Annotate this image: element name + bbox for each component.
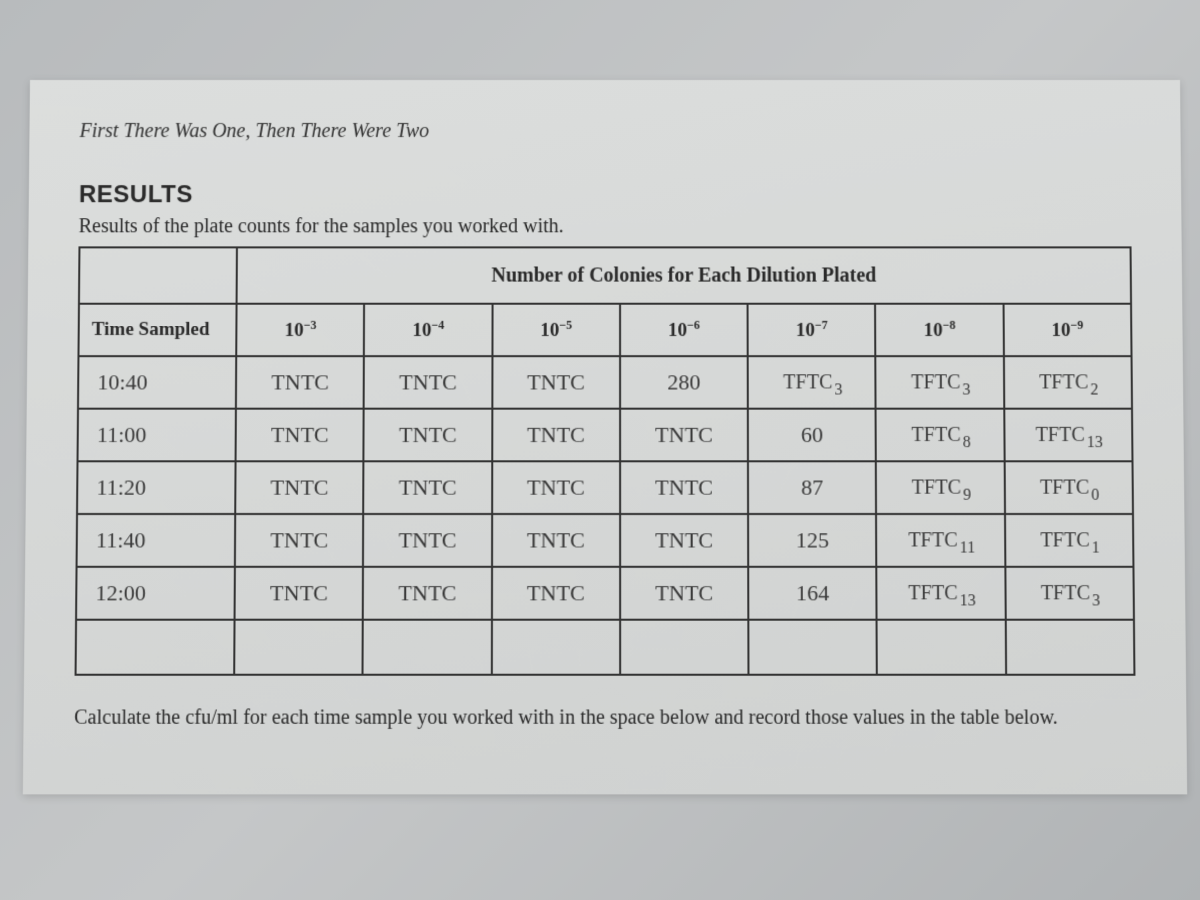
cell: TNTC: [492, 356, 620, 409]
cell: TNTC: [363, 567, 492, 620]
cell: 280: [620, 356, 748, 409]
cell: TNTC: [620, 567, 748, 620]
spanner-header: Number of Colonies for Each Dilution Pla…: [237, 247, 1131, 303]
dilution-header-3: 10−6: [620, 304, 748, 356]
cell: 125: [748, 514, 876, 567]
cell: 164: [748, 567, 877, 620]
empty-row: [76, 620, 1135, 675]
cell: TNTC: [492, 461, 620, 514]
data-row-3: 11:40 TNTC TNTC TNTC TNTC 125 TFTC11 TFT…: [77, 514, 1134, 567]
time-cell: 12:00: [76, 567, 235, 620]
cell: 60: [748, 409, 876, 462]
cell: TNTC: [620, 409, 748, 462]
column-header-row: Time Sampled 10−3 10−4 10−5 10−6 10−7 10…: [78, 304, 1131, 356]
cell: TNTC: [235, 567, 364, 620]
cell: TFTC8: [876, 409, 1004, 462]
cell: TFTC3: [748, 356, 876, 409]
dilution-header-0: 10−3: [236, 304, 364, 356]
cell: TNTC: [364, 356, 492, 409]
time-cell: 11:00: [78, 409, 237, 462]
worksheet-page: First There Was One, Then There Were Two…: [23, 80, 1187, 794]
cell: TNTC: [364, 409, 492, 462]
cell: TFTC13: [1004, 409, 1133, 462]
cell: TNTC: [236, 356, 364, 409]
cell: TNTC: [620, 514, 748, 567]
spanner-row: Number of Colonies for Each Dilution Pla…: [79, 247, 1131, 303]
running-head: First There Was One, Then There Were Two: [79, 120, 1130, 143]
cell: TFTC1: [1005, 514, 1134, 567]
cell: TFTC3: [876, 356, 1004, 409]
cell: TNTC: [492, 409, 620, 462]
cell: TNTC: [492, 567, 620, 620]
cell: TNTC: [492, 514, 620, 567]
dilution-header-5: 10−8: [875, 304, 1003, 356]
data-row-4: 12:00 TNTC TNTC TNTC TNTC 164 TFTC13 TFT…: [76, 567, 1134, 620]
cell: TNTC: [364, 461, 492, 514]
time-cell: 10:40: [78, 356, 236, 409]
data-row-0: 10:40 TNTC TNTC TNTC 280 TFTC3 TFTC3 TFT…: [78, 356, 1132, 409]
table-body: 10:40 TNTC TNTC TNTC 280 TFTC3 TFTC3 TFT…: [76, 356, 1135, 675]
cell: TFTC13: [877, 567, 1006, 620]
cell: TFTC2: [1004, 356, 1132, 409]
cell: TNTC: [363, 514, 491, 567]
time-cell: 11:20: [77, 461, 236, 514]
cell: TFTC11: [876, 514, 1005, 567]
dilution-header-2: 10−5: [492, 304, 620, 356]
dilution-header-6: 10−9: [1003, 304, 1131, 356]
data-row-1: 11:00 TNTC TNTC TNTC TNTC 60 TFTC8 TFTC1…: [78, 409, 1133, 462]
cell: TNTC: [236, 409, 364, 462]
dilution-header-4: 10−7: [748, 304, 876, 356]
cell: TNTC: [620, 461, 748, 514]
cell: TFTC3: [1005, 567, 1134, 620]
cell: TNTC: [235, 461, 363, 514]
instruction-text: Calculate the cfu/ml for each time sampl…: [74, 702, 1136, 733]
results-subtext: Results of the plate counts for the samp…: [79, 215, 1132, 238]
colony-count-table: Number of Colonies for Each Dilution Pla…: [75, 246, 1136, 675]
cell: 87: [748, 461, 876, 514]
cell: TFTC0: [1004, 461, 1133, 514]
data-row-2: 11:20 TNTC TNTC TNTC TNTC 87 TFTC9 TFTC0: [77, 461, 1133, 514]
time-sampled-header: Time Sampled: [78, 304, 236, 356]
dilution-header-1: 10−4: [364, 304, 492, 356]
cell: TFTC9: [876, 461, 1004, 514]
time-cell: 11:40: [77, 514, 236, 567]
results-heading: RESULTS: [79, 181, 1131, 209]
cell: TNTC: [235, 514, 364, 567]
